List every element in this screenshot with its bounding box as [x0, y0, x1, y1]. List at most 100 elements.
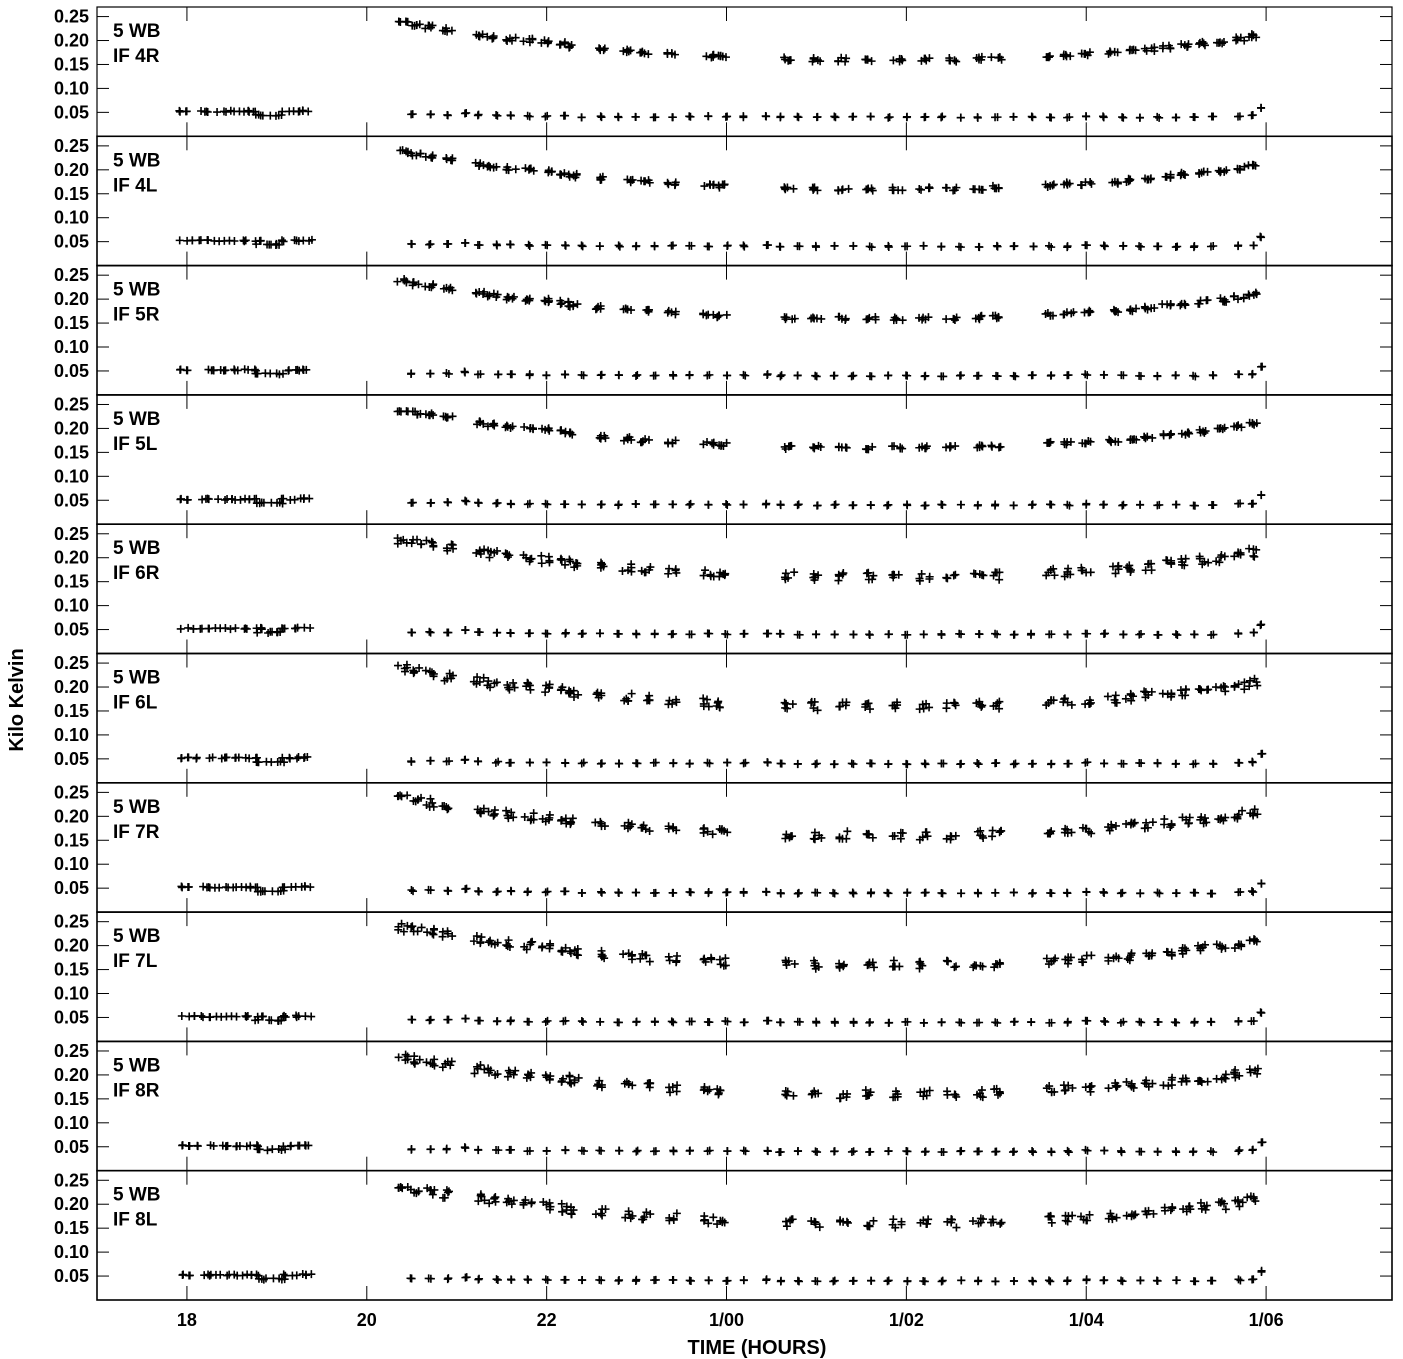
calibrator-point [993, 630, 1002, 639]
calibrator-point [1153, 888, 1162, 897]
target-point [568, 814, 577, 823]
calibrator-point [1155, 500, 1164, 509]
target-point [1064, 564, 1073, 573]
y-tick-label: 0.10 [54, 78, 89, 98]
target-point [1249, 31, 1258, 40]
target-point [485, 1199, 494, 1208]
target-point [917, 569, 926, 578]
target-point [1177, 40, 1186, 49]
calibrator-point [506, 111, 515, 120]
calibrator-point [221, 495, 230, 504]
calibrator-point [541, 240, 550, 249]
calibrator-point [1136, 1276, 1145, 1285]
calibrator-point [307, 235, 316, 244]
target-point [843, 827, 852, 836]
calibrator-point [1136, 889, 1145, 898]
target-point [1126, 566, 1135, 575]
panel-label: IF 5R [113, 305, 160, 326]
target-point [1168, 1204, 1177, 1213]
calibrator-point [176, 495, 185, 504]
target-point [403, 663, 412, 672]
target-point [1183, 42, 1192, 51]
calibrator-point [669, 758, 678, 767]
calibrator-point [615, 1146, 624, 1155]
calibrator-point [407, 1145, 416, 1154]
target-point [480, 545, 489, 554]
calibrator-point [267, 1016, 276, 1025]
calibrator-point [813, 1148, 822, 1157]
calibrator-point [304, 107, 313, 116]
target-point [1043, 438, 1052, 447]
target-point [1061, 955, 1070, 964]
target-point [788, 700, 797, 709]
target-point [483, 292, 492, 301]
calibrator-point [1047, 1147, 1056, 1156]
target-point [835, 834, 844, 843]
target-point [699, 309, 708, 318]
calibrator-point [739, 113, 748, 122]
calibrator-point [1047, 760, 1056, 769]
calibrator-point [1028, 500, 1037, 509]
calibrator-point [240, 237, 249, 246]
calibrator-point [939, 372, 948, 381]
target-point [509, 678, 518, 687]
calibrator-point [473, 240, 482, 249]
calibrator-point [524, 240, 533, 249]
target-point [713, 698, 722, 707]
calibrator-point [973, 758, 982, 767]
target-point [1044, 960, 1053, 969]
target-point [1185, 1202, 1194, 1211]
target-point [414, 280, 423, 289]
calibrator-point [192, 753, 201, 762]
target-point [1235, 1071, 1244, 1080]
target-point [490, 1194, 499, 1203]
calibrator-point [577, 888, 586, 897]
calibrator-point [793, 630, 802, 639]
target-point [427, 1186, 436, 1195]
calibrator-point [190, 1012, 199, 1021]
target-point [671, 178, 680, 187]
target-point [663, 178, 672, 187]
target-point [1194, 941, 1202, 950]
target-point [790, 568, 799, 577]
target-point [636, 954, 645, 963]
y-tick-label: 0.25 [54, 1170, 89, 1190]
target-point [973, 1090, 982, 1099]
calibrator-point [1136, 500, 1145, 509]
panel: 0.25 0.20 0.15 0.10 0.05 5 WB IF 7R [54, 781, 1393, 913]
target-point [1250, 805, 1259, 814]
calibrator-point [177, 754, 186, 763]
calibrator-point [462, 497, 471, 506]
target-point [890, 831, 899, 840]
calibrator-point [1119, 371, 1128, 380]
calibrator-point [246, 882, 255, 891]
calibrator-point [722, 371, 731, 380]
y-tick-label: 0.15 [54, 960, 89, 980]
calibrator-point [956, 113, 965, 122]
calibrator-point [685, 241, 694, 250]
target-point [574, 1073, 583, 1082]
calibrator-point [1208, 759, 1217, 768]
target-point [1250, 420, 1259, 429]
calibrator-point [992, 758, 1001, 767]
target-point [1231, 1065, 1240, 1074]
calibrator-point [685, 759, 694, 768]
target-point [834, 443, 843, 452]
calibrator-point [461, 1014, 470, 1023]
target-point [403, 17, 412, 26]
calibrator-point [1207, 501, 1216, 510]
calibrator-point [1256, 621, 1265, 630]
target-point [539, 1198, 548, 1207]
target-point [976, 831, 985, 840]
target-point [919, 1216, 928, 1225]
target-point [1149, 1209, 1158, 1218]
calibrator-point [506, 628, 515, 637]
target-point [1111, 1079, 1120, 1088]
target-point [645, 565, 654, 574]
calibrator-point [1209, 1148, 1218, 1157]
target-point [702, 52, 711, 61]
calibrator-point [1119, 759, 1128, 768]
target-point [1127, 818, 1136, 827]
target-point [596, 173, 605, 182]
target-point [1122, 819, 1131, 828]
